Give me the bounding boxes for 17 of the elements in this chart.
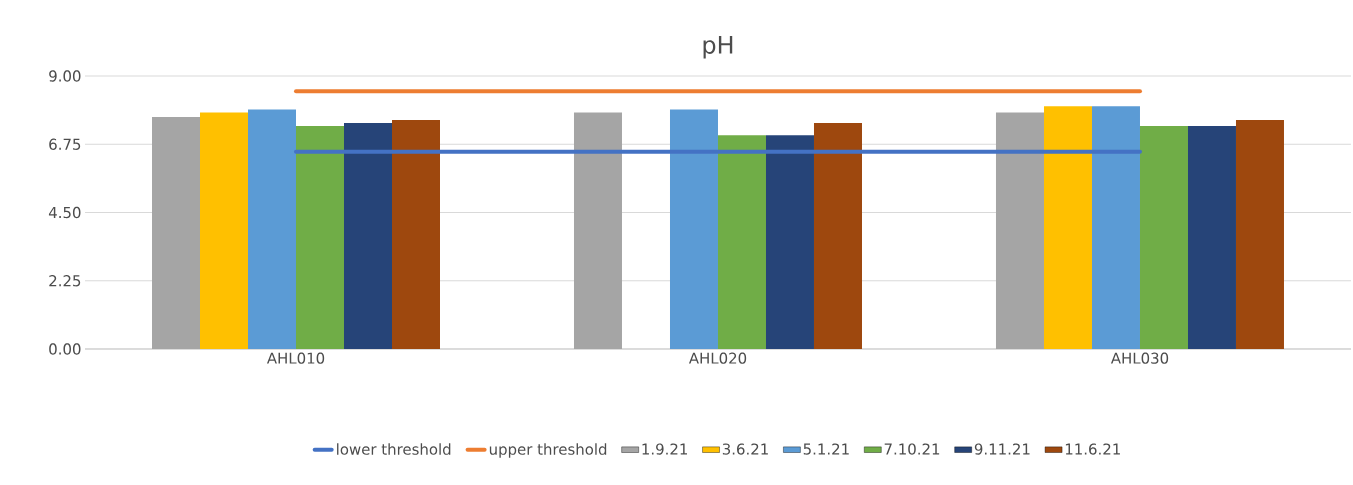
legend-label: 11.6.21 bbox=[1065, 443, 1120, 455]
y-tick-label: 0.00 bbox=[49, 343, 81, 355]
chart-title: pH bbox=[703, 36, 733, 59]
x-tick-label: AHL020 bbox=[688, 352, 747, 364]
legend-label: 1.9.21 bbox=[642, 443, 687, 455]
legend-label: 3.6.21 bbox=[722, 443, 768, 455]
legend-label: 7.10.21 bbox=[884, 443, 940, 455]
y-tick-label: 6.75 bbox=[49, 138, 81, 150]
x-tick-label: AHL030 bbox=[1110, 352, 1169, 364]
y-tick-label: 9.00 bbox=[49, 70, 81, 82]
y-tick-label: 2.25 bbox=[49, 275, 81, 287]
legend-label: lower threshold bbox=[337, 443, 451, 455]
legend-label: 5.1.21 bbox=[803, 443, 849, 455]
legend-label: 9.11.21 bbox=[974, 443, 1030, 455]
x-tick-label: AHL010 bbox=[266, 352, 325, 364]
legend-label: upper threshold bbox=[489, 443, 607, 458]
y-tick-label: 4.50 bbox=[48, 206, 81, 219]
